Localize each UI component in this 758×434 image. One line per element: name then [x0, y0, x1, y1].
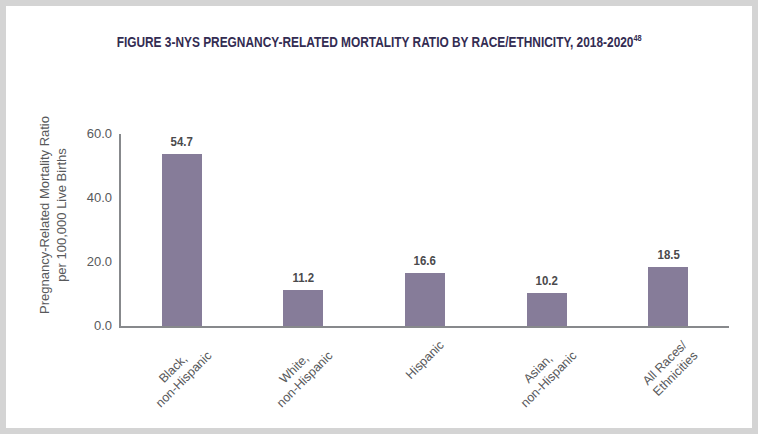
y-tick-label: 20.0: [46, 254, 112, 270]
y-tick-label: 60.0: [46, 126, 112, 142]
bar-value-label: 54.7: [171, 134, 193, 149]
figure-card: FIGURE 3-NYS PREGNANCY-RELATED MORTALITY…: [0, 0, 758, 434]
x-label-cell: White,non-Hispanic: [241, 328, 363, 424]
x-axis-label: Black,non-Hispanic: [142, 338, 215, 411]
figure-title-text: FIGURE 3-NYS PREGNANCY-RELATED MORTALITY…: [116, 34, 633, 50]
x-label-cell: All Races/Ethnicities: [605, 328, 727, 424]
x-axis-label: Hispanic: [403, 338, 448, 383]
y-tick-label: 0.0: [46, 318, 112, 334]
bar: [648, 267, 688, 326]
bar: [527, 293, 567, 326]
bar-column: 18.5: [648, 134, 688, 326]
bar-column: 54.7: [162, 134, 202, 326]
x-axis-label: White,non-Hispanic: [264, 338, 337, 411]
y-tick-label: 40.0: [46, 190, 112, 206]
figure-title: FIGURE 3-NYS PREGNANCY-RELATED MORTALITY…: [6, 34, 752, 50]
x-label-cell: Asian,non-Hispanic: [484, 328, 606, 424]
bar-value-label: 11.2: [293, 270, 315, 285]
figure-title-footnote: 48: [633, 33, 641, 43]
x-axis-label: Asian,non-Hispanic: [507, 338, 580, 411]
bar: [405, 273, 445, 326]
x-label-cell: Black,non-Hispanic: [119, 328, 241, 424]
bar-column: 11.2: [283, 134, 323, 326]
bar-column: 16.6: [405, 134, 445, 326]
bar: [162, 154, 202, 326]
bar-value-label: 18.5: [657, 247, 679, 262]
bar-column: 10.2: [527, 134, 567, 326]
bar-value-label: 10.2: [535, 273, 557, 288]
x-axis-label: All Races/Ethnicities: [640, 338, 702, 400]
bar: [283, 290, 323, 326]
x-axis-labels: Black,non-Hispanic White,non-Hispanic Hisp…: [119, 328, 727, 424]
plot-area: 54.7 11.2 16.6 10.2 18.5: [119, 134, 729, 328]
x-label-cell: Hispanic: [362, 328, 484, 424]
bar-value-label: 16.6: [414, 253, 436, 268]
